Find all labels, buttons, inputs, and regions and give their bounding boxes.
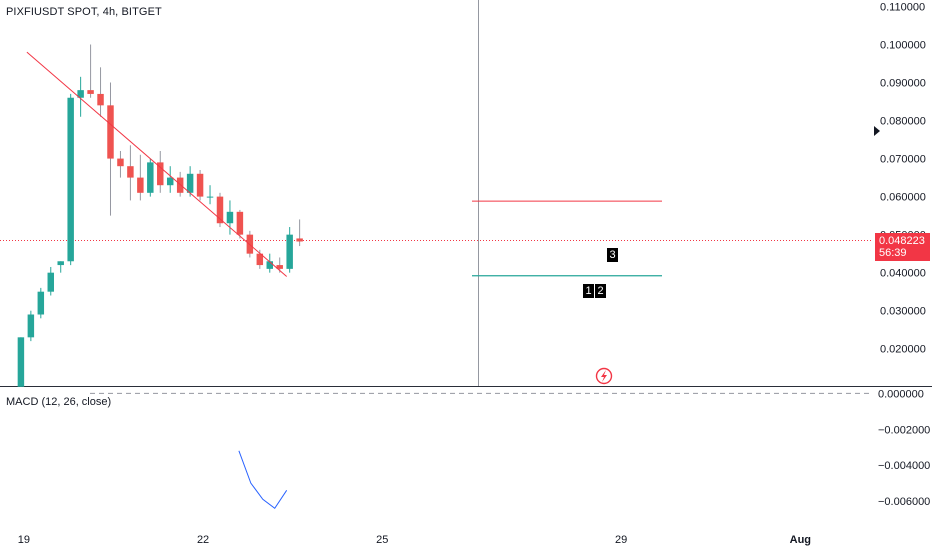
macd-pane: 0.000000 −0.002000 −0.004000 −0.006000 [90, 388, 930, 509]
candle[interactable] [47, 266, 55, 296]
candle-body [87, 90, 94, 94]
candle[interactable] [216, 192, 224, 228]
candle-body [276, 265, 283, 269]
candle[interactable] [117, 150, 124, 178]
triangle-right-icon[interactable] [874, 126, 880, 136]
candle-body [196, 173, 204, 197]
time-tick-label: Aug [790, 534, 811, 546]
candle[interactable] [266, 253, 273, 273]
candle-body [226, 211, 234, 224]
candle-body [206, 196, 214, 198]
candle[interactable] [37, 287, 45, 319]
price-tick-label: 0.110000 [880, 1, 925, 13]
candle-body [47, 272, 55, 292]
candle-body [176, 177, 184, 193]
candle-body [186, 173, 194, 193]
macd-line[interactable] [238, 450, 288, 509]
candle-body [147, 162, 154, 193]
candle[interactable] [67, 93, 74, 266]
candle[interactable] [137, 154, 144, 201]
candle-body [236, 211, 244, 235]
candle[interactable] [296, 219, 303, 247]
candle-body [77, 90, 84, 98]
candle[interactable] [17, 337, 25, 387]
candle-body [37, 291, 45, 315]
candle-body [157, 162, 164, 186]
candle-body [57, 261, 64, 266]
macd-tick-label: −0.002000 [878, 424, 930, 436]
price-axis[interactable]: 0.110000 0.100000 0.090000 0.080000 0.070000… [880, 1, 926, 355]
current-price-value: 0.048223 [879, 235, 925, 247]
candle[interactable] [236, 209, 244, 239]
price-tick-label: 0.020000 [880, 344, 926, 356]
candle[interactable] [57, 261, 64, 273]
candle-body [127, 166, 134, 178]
price-tick-label: 0.030000 [880, 306, 926, 318]
symbol-title[interactable]: PIXFIUSDT SPOT, 4h, BITGET [6, 6, 162, 18]
price-tick-label: 0.060000 [880, 192, 926, 204]
macd-legend-label[interactable]: MACD (12, 26, close) [6, 396, 115, 408]
candle-body [107, 105, 114, 159]
candles [17, 44, 303, 387]
candle[interactable] [97, 67, 104, 117]
candle[interactable] [77, 76, 84, 117]
macd-tick-label: 0.000000 [878, 388, 924, 400]
time-axis[interactable]: 19 22 25 29 Aug [18, 534, 811, 546]
time-tick-label: 25 [376, 534, 388, 546]
wave-marker-3[interactable]: 3 [607, 248, 618, 262]
candle[interactable] [87, 44, 94, 98]
candle[interactable] [27, 310, 35, 342]
wave-marker-2[interactable]: 2 [595, 284, 606, 298]
candle-body [97, 93, 104, 106]
time-tick-label: 29 [615, 534, 627, 546]
candle-body [67, 97, 74, 262]
candle-body [216, 196, 224, 224]
bar-countdown: 56:39 [879, 247, 907, 259]
macd-tick-label: −0.004000 [878, 460, 930, 472]
price-tick-label: 0.100000 [880, 39, 926, 51]
time-tick-label: 19 [18, 534, 30, 546]
macd-tick-label: −0.006000 [878, 496, 930, 508]
candle[interactable] [147, 158, 154, 197]
candle[interactable] [196, 169, 204, 201]
candle[interactable] [166, 166, 174, 193]
candle-body [17, 337, 25, 387]
candle-body [117, 158, 124, 167]
price-tick-label: 0.040000 [880, 268, 926, 280]
candle-body [296, 238, 303, 242]
candle[interactable] [186, 166, 194, 197]
candle[interactable] [226, 200, 234, 235]
candle[interactable] [127, 145, 134, 201]
candle[interactable] [157, 150, 164, 193]
candle-body [256, 253, 264, 266]
price-tick-label: 0.070000 [880, 154, 926, 166]
candle[interactable] [286, 227, 293, 273]
candle-body [137, 177, 144, 193]
candle-body [266, 261, 273, 269]
candle-body [27, 314, 35, 338]
price-tick-label: 0.090000 [880, 78, 926, 90]
descending-trendline[interactable] [26, 51, 288, 277]
candle-body [286, 234, 293, 269]
lightning-bolt-icon[interactable] [595, 367, 613, 385]
candle-body [166, 177, 174, 186]
current-price-tag: 0.048223 56:39 [875, 233, 930, 261]
wave-marker-1[interactable]: 1 [583, 284, 594, 298]
drawings [26, 51, 662, 277]
candle[interactable] [107, 82, 114, 216]
candle[interactable] [206, 185, 214, 205]
time-tick-label: 22 [197, 534, 209, 546]
price-tick-label: 0.080000 [880, 116, 926, 128]
